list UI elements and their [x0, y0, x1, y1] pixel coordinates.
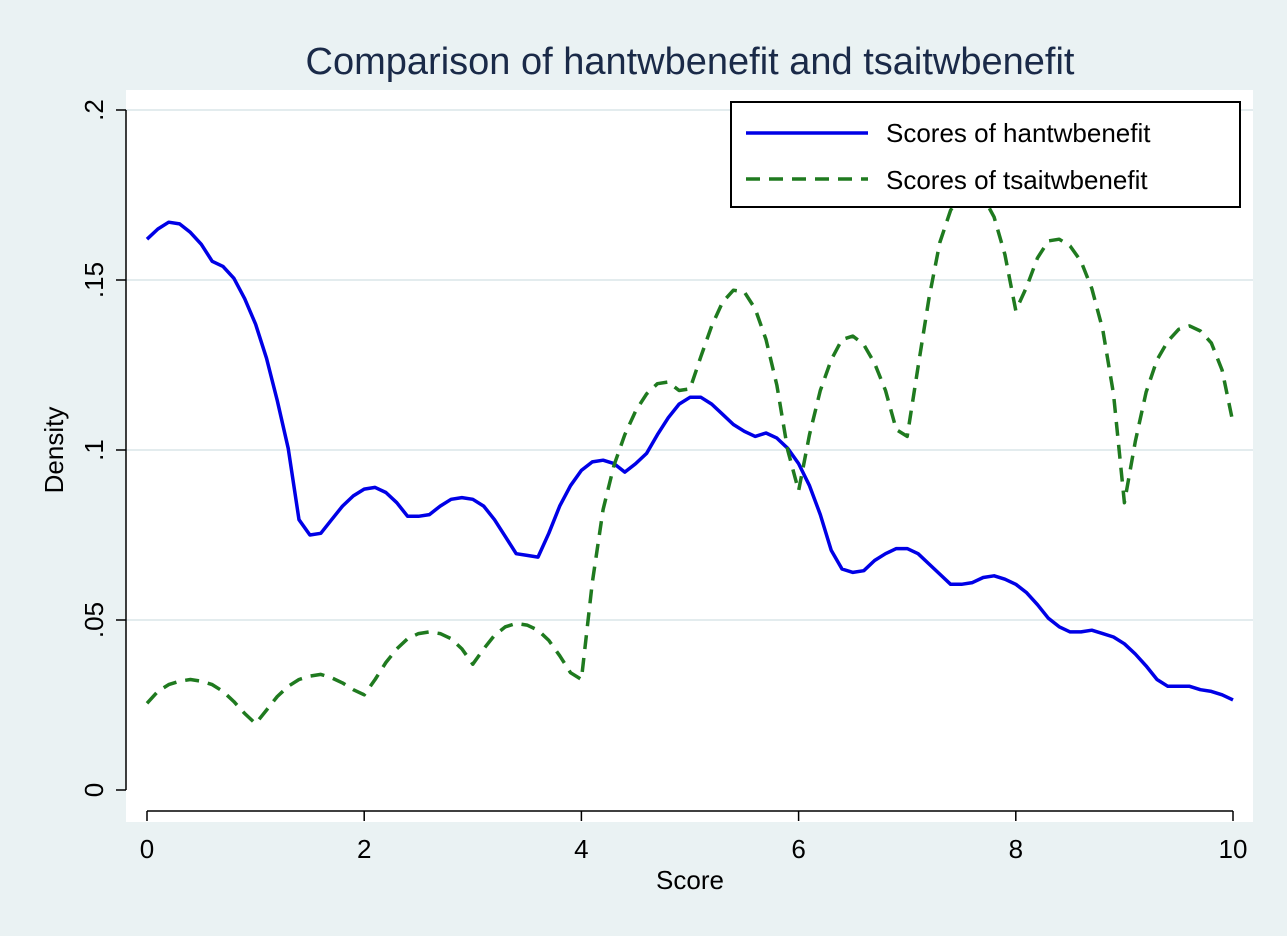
x-tick-label-0: 0 [140, 834, 154, 864]
grid-layer [126, 109, 1253, 621]
y-tick-label-4: .2 [79, 99, 109, 121]
legend: Scores of hantwbenefit Scores of tsaitwb… [730, 101, 1241, 208]
chart-title: Comparison of hantwbenefit and tsaitwben… [306, 41, 1075, 83]
legend-label-tsaitwbenefit: Scores of tsaitwbenefit [886, 165, 1148, 195]
x-tick-label-3: 6 [791, 834, 805, 864]
axes-layer: 0 .05 .1 .15 .2 0 2 4 6 8 10 [79, 99, 1247, 864]
series-line-tsaitwbenefit [145, 188, 1235, 726]
y-axis-label: Density [39, 407, 69, 494]
y-tick-label-2: .1 [79, 439, 109, 461]
x-axis-label: Score [656, 865, 724, 895]
y-tick-label-3: .15 [79, 262, 109, 298]
legend-box [730, 101, 1241, 208]
x-tick-label-5: 10 [1219, 834, 1248, 864]
legend-label-hantwbenefit: Scores of hantwbenefit [886, 118, 1151, 148]
series-layer [145, 188, 1235, 726]
x-tick-label-4: 8 [1009, 834, 1023, 864]
y-tick-label-0: 0 [79, 783, 109, 797]
x-tick-label-2: 4 [574, 834, 588, 864]
x-tick-label-1: 2 [357, 834, 371, 864]
plot-area [126, 90, 1253, 822]
y-tick-label-1: .05 [79, 602, 109, 638]
series-line-hantwbenefit [145, 220, 1234, 702]
